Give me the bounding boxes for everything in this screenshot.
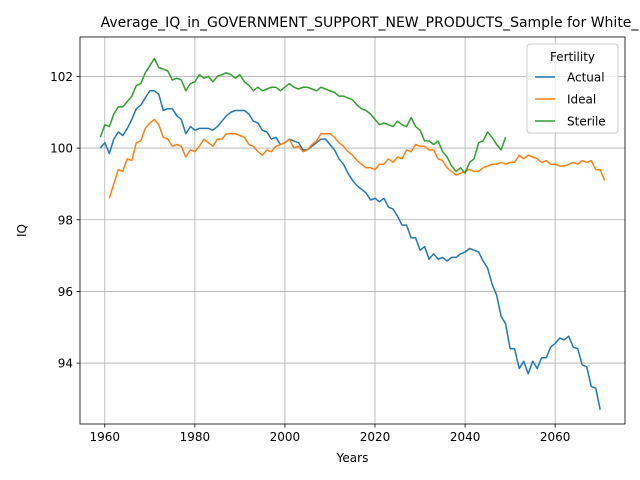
y-tick-label: 100 xyxy=(50,142,73,156)
legend-label-ideal: Ideal xyxy=(567,93,596,107)
y-axis-title: IQ xyxy=(15,224,29,237)
x-tick-label: 2020 xyxy=(360,430,391,444)
x-tick-label: 2060 xyxy=(540,430,571,444)
legend-label-sterile: Sterile xyxy=(567,115,606,129)
series-line-sterile xyxy=(99,57,507,174)
y-axis: 94 96 98 100 102 xyxy=(50,70,80,371)
y-tick-label: 94 xyxy=(58,357,73,371)
y-tick-label: 102 xyxy=(50,70,73,84)
y-tick-label: 98 xyxy=(58,213,73,227)
series-lines xyxy=(99,57,606,410)
y-tick-label: 96 xyxy=(58,285,73,299)
x-tick-label: 2040 xyxy=(450,430,481,444)
chart-title: Average_IQ_in_GOVERNMENT_SUPPORT_NEW_PRO… xyxy=(101,15,640,31)
legend-box xyxy=(526,43,619,134)
plot-frame xyxy=(79,36,626,425)
legend-label-actual: Actual xyxy=(567,71,605,85)
x-axis-title: Years xyxy=(336,451,369,465)
series-line-ideal xyxy=(108,118,606,199)
x-tick-label: 1960 xyxy=(89,430,120,444)
x-axis: 1960 1980 2000 2020 2040 2060 xyxy=(89,424,570,444)
x-tick-label: 1980 xyxy=(180,430,211,444)
legend: Fertility Actual Ideal Sterile xyxy=(526,43,619,134)
x-tick-label: 2000 xyxy=(270,430,301,444)
series-line-actual xyxy=(99,90,601,410)
legend-title: Fertility xyxy=(550,50,595,64)
